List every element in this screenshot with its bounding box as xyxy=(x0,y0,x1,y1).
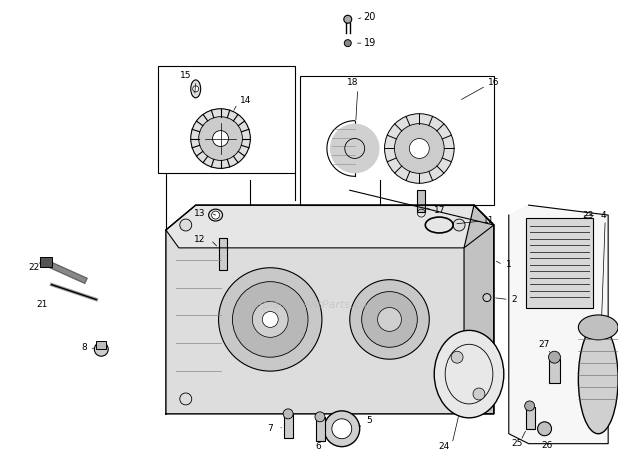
Bar xyxy=(316,417,325,441)
Circle shape xyxy=(549,351,560,363)
Polygon shape xyxy=(464,205,494,414)
Circle shape xyxy=(232,282,308,357)
Circle shape xyxy=(198,116,242,161)
Circle shape xyxy=(483,293,491,302)
Circle shape xyxy=(525,401,534,411)
Circle shape xyxy=(451,351,463,363)
Circle shape xyxy=(211,211,219,219)
Circle shape xyxy=(473,388,485,400)
Text: 15: 15 xyxy=(180,71,192,81)
Ellipse shape xyxy=(208,209,223,221)
Circle shape xyxy=(378,308,401,331)
Circle shape xyxy=(344,15,352,23)
Circle shape xyxy=(219,268,322,371)
Bar xyxy=(526,218,593,308)
Circle shape xyxy=(283,409,293,419)
Circle shape xyxy=(330,124,379,173)
Text: 8: 8 xyxy=(81,343,87,352)
Text: 14: 14 xyxy=(240,96,251,105)
Circle shape xyxy=(332,419,352,439)
Circle shape xyxy=(252,302,288,337)
Bar xyxy=(549,359,560,383)
Bar xyxy=(417,190,425,212)
Polygon shape xyxy=(166,205,494,248)
Text: 20: 20 xyxy=(363,12,376,22)
Bar xyxy=(96,341,106,349)
Circle shape xyxy=(262,312,278,328)
Circle shape xyxy=(315,412,325,422)
Circle shape xyxy=(324,411,360,447)
Bar xyxy=(158,66,295,173)
Text: 11: 11 xyxy=(483,216,495,225)
Text: 26: 26 xyxy=(541,441,552,450)
Text: 5: 5 xyxy=(367,416,373,425)
Circle shape xyxy=(213,131,229,147)
Bar xyxy=(300,76,494,205)
Circle shape xyxy=(180,219,192,231)
Text: 6: 6 xyxy=(315,442,321,451)
Circle shape xyxy=(394,124,444,173)
Ellipse shape xyxy=(191,80,201,98)
Text: 24: 24 xyxy=(438,442,450,451)
Circle shape xyxy=(94,342,108,356)
Circle shape xyxy=(361,292,417,347)
Ellipse shape xyxy=(434,330,504,418)
Text: 12: 12 xyxy=(194,235,206,244)
Circle shape xyxy=(384,114,454,183)
Circle shape xyxy=(344,40,352,46)
Bar xyxy=(284,414,293,438)
Polygon shape xyxy=(509,205,608,444)
Circle shape xyxy=(180,393,192,405)
Text: 27: 27 xyxy=(538,340,549,349)
Text: 17: 17 xyxy=(433,206,445,215)
Text: 19: 19 xyxy=(363,38,376,48)
Text: 4: 4 xyxy=(600,211,606,220)
Polygon shape xyxy=(166,205,494,414)
Bar xyxy=(526,407,534,429)
Text: 7: 7 xyxy=(267,424,273,433)
Circle shape xyxy=(453,393,465,405)
Text: 18: 18 xyxy=(347,78,358,87)
Text: 23: 23 xyxy=(583,211,594,220)
Text: 1: 1 xyxy=(506,260,511,269)
Ellipse shape xyxy=(578,315,618,340)
Text: 25: 25 xyxy=(511,439,523,448)
Bar xyxy=(40,257,51,267)
Text: 16: 16 xyxy=(488,78,500,87)
Text: eReplacementParts.com: eReplacementParts.com xyxy=(242,299,378,309)
Text: 22: 22 xyxy=(28,263,39,272)
Text: 13: 13 xyxy=(194,208,206,217)
Text: 2: 2 xyxy=(511,295,516,304)
Circle shape xyxy=(350,280,429,359)
Circle shape xyxy=(193,86,198,92)
Ellipse shape xyxy=(578,324,618,434)
Circle shape xyxy=(191,109,250,168)
Circle shape xyxy=(453,219,465,231)
Bar xyxy=(219,238,226,270)
Circle shape xyxy=(538,422,552,436)
Circle shape xyxy=(409,138,429,158)
Text: 21: 21 xyxy=(36,300,47,309)
